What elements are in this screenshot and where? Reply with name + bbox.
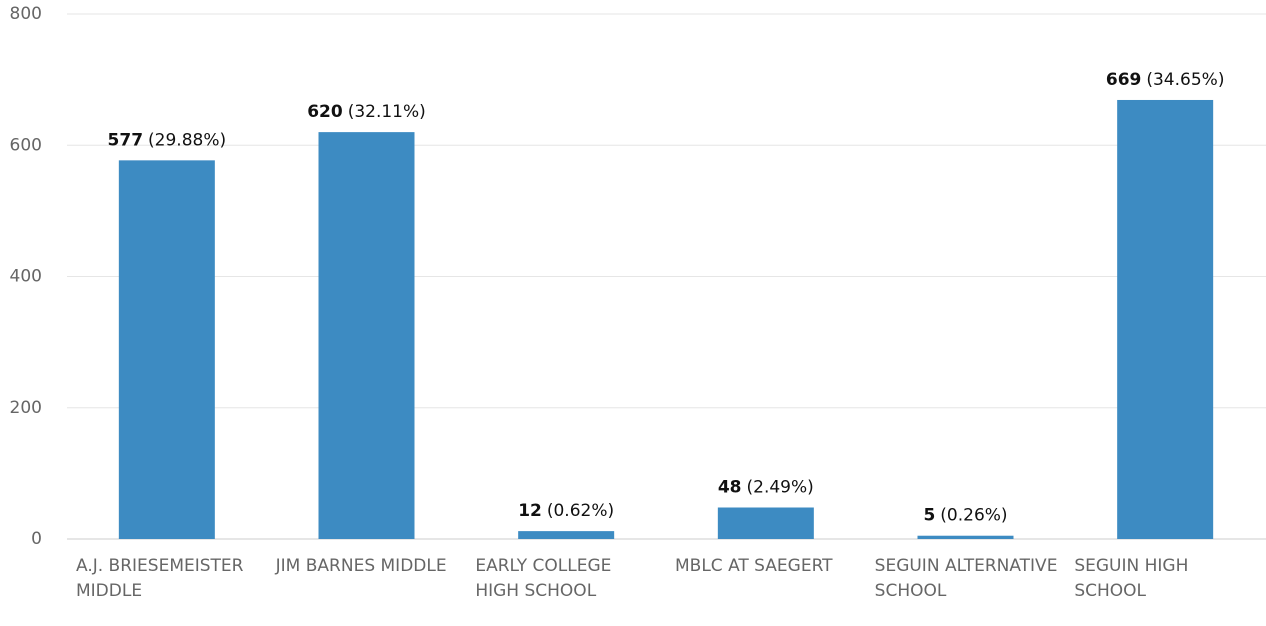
data-share: (2.49%) [747,478,814,498]
data-value: 669 [1106,70,1142,90]
x-tick-label: JIM BARNES MIDDLE [275,556,447,576]
bar [318,132,415,539]
data-label: 48 (2.49%) [718,478,814,498]
data-share: (34.65%) [1146,70,1224,90]
x-tick-label: A.J. BRIESEMEISTER MIDDLE [76,556,244,601]
data-share: (0.26%) [940,506,1007,526]
data-value: 620 [307,102,343,122]
data-label: 12 (0.62%) [518,501,614,521]
data-value: 5 [923,506,935,526]
x-tick-label: SEGUIN ALTERNATIVE SCHOOL [875,556,1058,601]
bar [917,535,1014,539]
data-value: 12 [518,501,542,521]
data-value: 48 [718,478,742,498]
x-tick-label: SEGUIN HIGH SCHOOL [1074,556,1188,601]
bar [717,507,814,539]
y-tick-label: 800 [10,4,42,24]
data-share: (0.62%) [547,501,614,521]
data-label: 669 (34.65%) [1106,70,1225,90]
data-label: 5 (0.26%) [923,506,1007,526]
data-label: 577 (29.88%) [108,130,227,150]
bar [118,160,215,539]
data-value: 577 [108,130,144,150]
data-label: 620 (32.11%) [307,102,426,122]
y-tick-label: 0 [31,529,42,549]
data-share: (32.11%) [348,102,426,122]
bar [1117,99,1214,539]
x-tick-label: EARLY COLLEGE HIGH SCHOOL [475,556,611,601]
x-tick-label: MBLC AT SAEGERT [675,556,833,576]
y-tick-label: 400 [10,267,42,287]
y-tick-label: 200 [10,398,42,418]
bar [518,531,615,539]
y-tick-label: 600 [10,135,42,155]
data-share: (29.88%) [148,130,226,150]
